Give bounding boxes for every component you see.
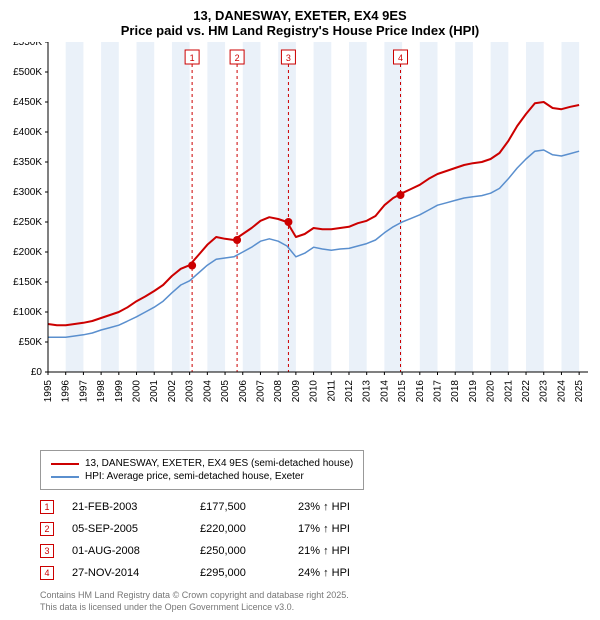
sale-date: 05-SEP-2005	[72, 523, 182, 535]
svg-text:2024: 2024	[556, 380, 567, 403]
svg-text:2004: 2004	[202, 380, 213, 403]
sale-marker: 1	[40, 500, 54, 514]
sales-row: 1 21-FEB-2003 £177,500 23% ↑ HPI	[40, 496, 388, 518]
svg-text:£200K: £200K	[13, 247, 42, 258]
legend-label: 13, DANESWAY, EXETER, EX4 9ES (semi-deta…	[85, 458, 353, 469]
svg-text:£500K: £500K	[13, 67, 42, 78]
svg-text:£400K: £400K	[13, 127, 42, 138]
legend-row: HPI: Average price, semi-detached house,…	[51, 470, 353, 483]
svg-text:2017: 2017	[433, 380, 444, 403]
legend-swatch	[51, 463, 79, 465]
sale-vs-hpi: 21% ↑ HPI	[298, 545, 388, 557]
sale-date: 21-FEB-2003	[72, 501, 182, 513]
title-line2: Price paid vs. HM Land Registry's House …	[0, 23, 600, 38]
chart-title: 13, DANESWAY, EXETER, EX4 9ES Price paid…	[0, 0, 600, 38]
svg-text:2009: 2009	[291, 380, 302, 403]
price-chart: 1 2 3 4 £0 £50K £100K £150K £200K £250K £300K £350K…	[0, 42, 600, 412]
svg-text:1999: 1999	[114, 380, 125, 403]
svg-text:4: 4	[398, 53, 403, 63]
svg-text:£450K: £450K	[13, 97, 42, 108]
svg-text:2014: 2014	[379, 380, 390, 403]
svg-text:£0: £0	[31, 367, 43, 378]
sales-row: 2 05-SEP-2005 £220,000 17% ↑ HPI	[40, 518, 388, 540]
svg-text:£50K: £50K	[19, 337, 43, 348]
sale-marker: 2	[40, 522, 54, 536]
svg-text:£150K: £150K	[13, 277, 42, 288]
svg-text:2005: 2005	[220, 380, 231, 403]
svg-text:1996: 1996	[61, 380, 72, 403]
svg-text:1: 1	[190, 53, 195, 63]
svg-text:2002: 2002	[167, 380, 178, 403]
svg-text:2010: 2010	[309, 380, 320, 403]
svg-text:£250K: £250K	[13, 217, 42, 228]
sales-row: 3 01-AUG-2008 £250,000 21% ↑ HPI	[40, 540, 388, 562]
sale-price: £220,000	[200, 523, 280, 535]
svg-text:2003: 2003	[185, 380, 196, 403]
svg-text:£350K: £350K	[13, 157, 42, 168]
svg-text:2022: 2022	[521, 380, 532, 403]
svg-text:2025: 2025	[574, 380, 585, 403]
chart-container: 13, DANESWAY, EXETER, EX4 9ES Price paid…	[0, 0, 600, 620]
svg-text:2012: 2012	[344, 380, 355, 403]
svg-text:2023: 2023	[539, 380, 550, 403]
footer-line1: Contains HM Land Registry data © Crown c…	[40, 590, 349, 602]
sale-price: £250,000	[200, 545, 280, 557]
svg-text:2020: 2020	[486, 380, 497, 403]
svg-text:2011: 2011	[326, 380, 337, 402]
svg-text:2007: 2007	[255, 380, 266, 403]
sale-vs-hpi: 23% ↑ HPI	[298, 501, 388, 513]
sale-date: 27-NOV-2014	[72, 567, 182, 579]
sales-table: 1 21-FEB-2003 £177,500 23% ↑ HPI 2 05-SEP-200…	[40, 496, 388, 584]
svg-text:2016: 2016	[415, 380, 426, 403]
sale-price: £177,500	[200, 501, 280, 513]
svg-text:2: 2	[235, 53, 240, 63]
svg-text:£100K: £100K	[13, 307, 42, 318]
legend-swatch	[51, 476, 79, 478]
sales-row: 4 27-NOV-2014 £295,000 24% ↑ HPI	[40, 562, 388, 584]
svg-text:2000: 2000	[132, 380, 143, 403]
svg-text:1995: 1995	[43, 380, 54, 403]
sale-date: 01-AUG-2008	[72, 545, 182, 557]
sale-price: £295,000	[200, 567, 280, 579]
svg-text:1998: 1998	[96, 380, 107, 403]
svg-text:3: 3	[286, 53, 291, 63]
legend-label: HPI: Average price, semi-detached house,…	[85, 471, 304, 482]
title-line1: 13, DANESWAY, EXETER, EX4 9ES	[0, 8, 600, 23]
svg-text:2006: 2006	[238, 380, 249, 403]
svg-text:1997: 1997	[78, 380, 89, 403]
legend: 13, DANESWAY, EXETER, EX4 9ES (semi-deta…	[40, 450, 364, 490]
sale-vs-hpi: 17% ↑ HPI	[298, 523, 388, 535]
svg-text:2013: 2013	[362, 380, 373, 403]
svg-text:2008: 2008	[273, 380, 284, 403]
svg-text:2021: 2021	[503, 380, 514, 403]
sale-marker: 3	[40, 544, 54, 558]
legend-row: 13, DANESWAY, EXETER, EX4 9ES (semi-deta…	[51, 457, 353, 470]
svg-text:2019: 2019	[468, 380, 479, 403]
svg-text:£550K: £550K	[13, 42, 42, 48]
sale-vs-hpi: 24% ↑ HPI	[298, 567, 388, 579]
data-attribution: Contains HM Land Registry data © Crown c…	[40, 590, 349, 613]
svg-text:2001: 2001	[149, 380, 160, 403]
svg-text:2015: 2015	[397, 380, 408, 403]
chart-svg: 1 2 3 4 £0 £50K £100K £150K £200K £250K £300K £350K…	[0, 42, 600, 412]
svg-text:2018: 2018	[450, 380, 461, 403]
footer-line2: This data is licensed under the Open Gov…	[40, 602, 349, 614]
sale-marker: 4	[40, 566, 54, 580]
svg-text:£300K: £300K	[13, 187, 42, 198]
